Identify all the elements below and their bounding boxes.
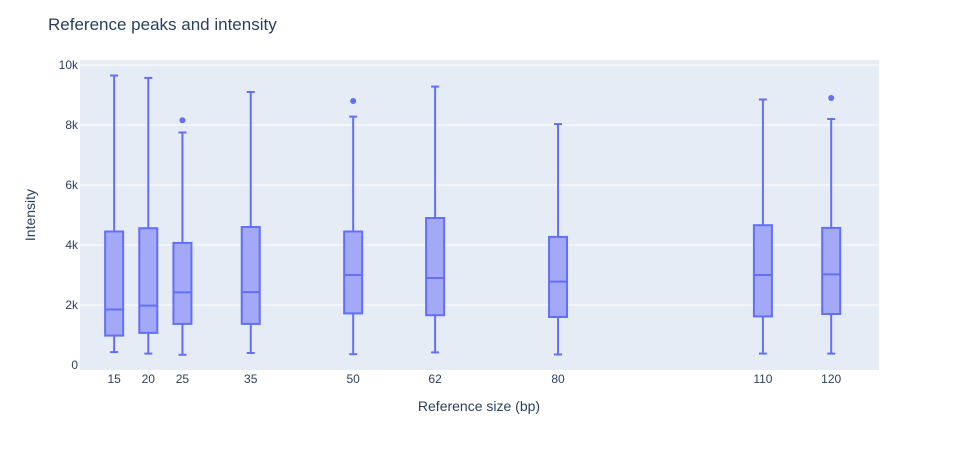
box-iqr bbox=[172, 241, 193, 325]
y-tick-label: 8k bbox=[65, 118, 79, 132]
x-tick-label: 15 bbox=[107, 372, 121, 386]
box-iqr bbox=[548, 235, 569, 318]
box-group bbox=[425, 85, 446, 354]
box-iqr bbox=[343, 230, 364, 315]
outlier-point bbox=[179, 117, 186, 124]
box-iqr bbox=[240, 226, 261, 325]
y-axis-ticks: 0 2k 4k 6k 8k 10k bbox=[59, 58, 79, 372]
y-axis-title: Intensity bbox=[22, 189, 38, 241]
box-group bbox=[343, 98, 364, 356]
box-group bbox=[240, 91, 261, 354]
y-tick-label: 4k bbox=[65, 238, 79, 252]
box-group bbox=[821, 95, 842, 355]
x-tick-label: 62 bbox=[428, 372, 442, 386]
x-tick-label: 120 bbox=[821, 372, 841, 386]
box-iqr bbox=[425, 217, 446, 317]
x-tick-label: 50 bbox=[346, 372, 360, 386]
box-group bbox=[172, 117, 193, 356]
box-group bbox=[138, 76, 159, 355]
y-tick-label: 6k bbox=[65, 178, 79, 192]
y-tick-label: 0 bbox=[71, 358, 78, 372]
chart-title: Reference peaks and intensity bbox=[48, 15, 277, 34]
x-axis-ticks: 15 20 25 35 50 62 80 110 120 bbox=[107, 372, 841, 386]
y-tick-label: 2k bbox=[65, 298, 79, 312]
box-group bbox=[548, 123, 569, 356]
plot-background bbox=[80, 60, 879, 370]
x-tick-label: 80 bbox=[551, 372, 565, 386]
outlier-point bbox=[350, 98, 357, 104]
box-iqr bbox=[752, 224, 773, 318]
box-iqr bbox=[821, 226, 842, 315]
gridlines bbox=[80, 64, 879, 306]
box-iqr bbox=[104, 230, 125, 337]
box-group bbox=[752, 98, 773, 355]
x-tick-label: 25 bbox=[176, 372, 190, 386]
x-tick-label: 110 bbox=[753, 372, 772, 386]
x-tick-label: 20 bbox=[142, 372, 156, 386]
x-tick-label: 35 bbox=[244, 372, 258, 386]
outlier-point bbox=[828, 95, 835, 101]
box-series bbox=[104, 74, 842, 356]
box-group bbox=[104, 74, 125, 354]
x-axis-title: Reference size (bp) bbox=[418, 398, 540, 414]
box-iqr bbox=[138, 227, 159, 334]
y-tick-label: 10k bbox=[59, 58, 79, 72]
